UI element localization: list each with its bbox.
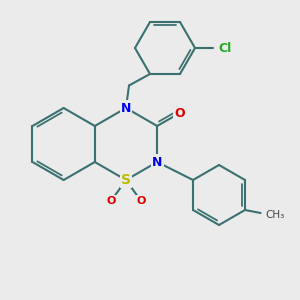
Text: N: N [121,101,131,115]
Text: O: O [174,107,184,120]
Text: CH₃: CH₃ [265,209,284,220]
Text: O: O [106,196,116,206]
Text: S: S [121,173,131,187]
Text: O: O [136,196,146,206]
Text: Cl: Cl [218,41,232,55]
Text: N: N [152,155,162,169]
